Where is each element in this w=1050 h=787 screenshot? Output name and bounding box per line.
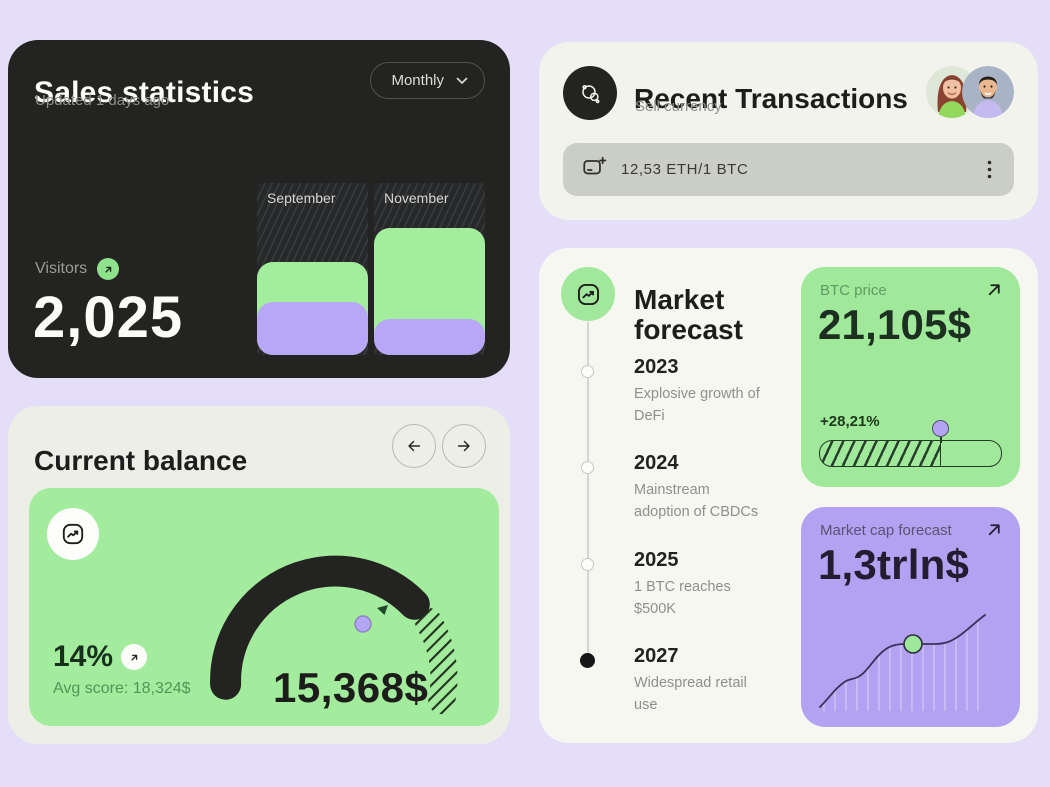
market-forecast-card: Market forecast 2023 Explosive growth of… <box>539 248 1038 743</box>
exchange-input[interactable]: 12,53 ETH/1 BTC <box>563 143 1014 196</box>
period-selector-dropdown[interactable]: Monthly <box>370 62 485 99</box>
gauge-remaining-arc <box>414 607 458 715</box>
chart-marker-dot <box>903 634 923 654</box>
balance-value: 15,368$ <box>273 664 429 711</box>
timeline-year: 2023 <box>634 356 679 378</box>
visitors-row: Visitors <box>35 258 120 280</box>
bar-column: November <box>374 183 485 355</box>
current-balance-card: Current balance <box>8 406 510 744</box>
trend-chart-icon <box>47 508 99 560</box>
gauge-marker-dot <box>354 615 372 633</box>
btc-price-value: 21,105$ <box>818 301 972 348</box>
current-balance-title: Current balance <box>34 445 248 477</box>
sales-bar-chart: September November <box>257 183 485 355</box>
carousel-nav <box>392 424 486 468</box>
growth-row: 14% <box>53 640 148 674</box>
next-button[interactable] <box>442 424 486 468</box>
timeline-year: 2027 <box>634 645 679 667</box>
period-selector-value: Monthly <box>391 72 444 89</box>
avatar-woman[interactable] <box>926 66 978 118</box>
bar-segment-purple <box>374 318 485 355</box>
arrow-up-right-icon[interactable] <box>986 521 1003 543</box>
chart-line <box>819 614 986 708</box>
btc-progress-marker <box>932 420 950 443</box>
btc-change-percent: +28,21% <box>820 413 880 430</box>
trend-chart-icon <box>561 267 615 321</box>
balance-gauge <box>210 555 458 715</box>
gauge-marker-pointer <box>377 605 388 615</box>
chevron-down-icon <box>456 72 468 89</box>
arrow-up-right-icon[interactable] <box>986 281 1003 303</box>
visitors-label: Visitors <box>35 260 88 277</box>
btc-price-label: BTC price <box>820 282 887 299</box>
bar-label: November <box>384 190 449 206</box>
timeline-description: 1 BTC reaches $500K <box>634 579 731 617</box>
recent-transactions-subtitle: Sell currency <box>635 98 722 115</box>
market-cap-value: 1,3trln$ <box>818 541 969 588</box>
timeline-dot <box>581 558 594 571</box>
timeline-dot <box>581 365 594 378</box>
recent-transactions-card: Recent Transactions Sell currency <box>539 42 1038 220</box>
growth-percent: 14% <box>53 640 114 673</box>
avatar-man[interactable] <box>962 66 1014 118</box>
timeline-line <box>587 322 589 660</box>
btc-price-card: BTC price 21,105$ +28,21% <box>801 267 1020 487</box>
avg-score-text: Avg score: 18,324$ <box>53 680 191 697</box>
recent-transactions-title: Recent Transactions <box>634 83 908 115</box>
avatar-group <box>926 66 1014 118</box>
market-cap-line-chart <box>819 614 986 711</box>
kebab-menu-icon[interactable] <box>983 156 996 183</box>
chart-area-fill <box>820 615 985 711</box>
sales-statistics-card: Sales statistics Updated 1 days ago Mont… <box>8 40 510 378</box>
arrow-up-right-icon <box>97 258 120 280</box>
visitors-value: 2,025 <box>33 285 184 350</box>
sales-statistics-title: Sales statistics <box>34 76 254 110</box>
prev-button[interactable] <box>392 424 436 468</box>
market-cap-card: Market cap forecast 1,3trln$ <box>801 507 1020 727</box>
balance-gauge-card: 14% Avg score: 18,324$ 15,368$ <box>29 488 499 726</box>
market-cap-label: Market cap forecast <box>820 522 952 539</box>
timeline-description: Widespread retail use <box>634 675 747 713</box>
timeline-description: Explosive growth of DeFi <box>634 386 760 424</box>
arrow-up-right-icon <box>121 644 148 670</box>
gauge-filled-arc <box>210 555 430 700</box>
bar-segment-purple <box>257 301 368 355</box>
btc-progress-bar <box>819 420 1002 467</box>
market-forecast-title: Market forecast <box>634 284 743 346</box>
bar-column: September <box>257 183 368 355</box>
timeline-dot-current <box>580 653 595 668</box>
sales-updated-text: Updated 1 days ago <box>35 92 170 109</box>
exchange-value: 12,53 ETH/1 BTC <box>621 161 749 178</box>
coins-icon <box>563 66 617 120</box>
btc-progress-fill <box>820 441 942 466</box>
bar-label: September <box>267 190 336 206</box>
timeline-year: 2025 <box>634 549 679 571</box>
timeline-description: Mainstream adoption of CBDCs <box>634 482 759 520</box>
wallet-icon <box>581 154 607 185</box>
timeline-dot <box>581 461 594 474</box>
timeline-year: 2024 <box>634 452 679 474</box>
